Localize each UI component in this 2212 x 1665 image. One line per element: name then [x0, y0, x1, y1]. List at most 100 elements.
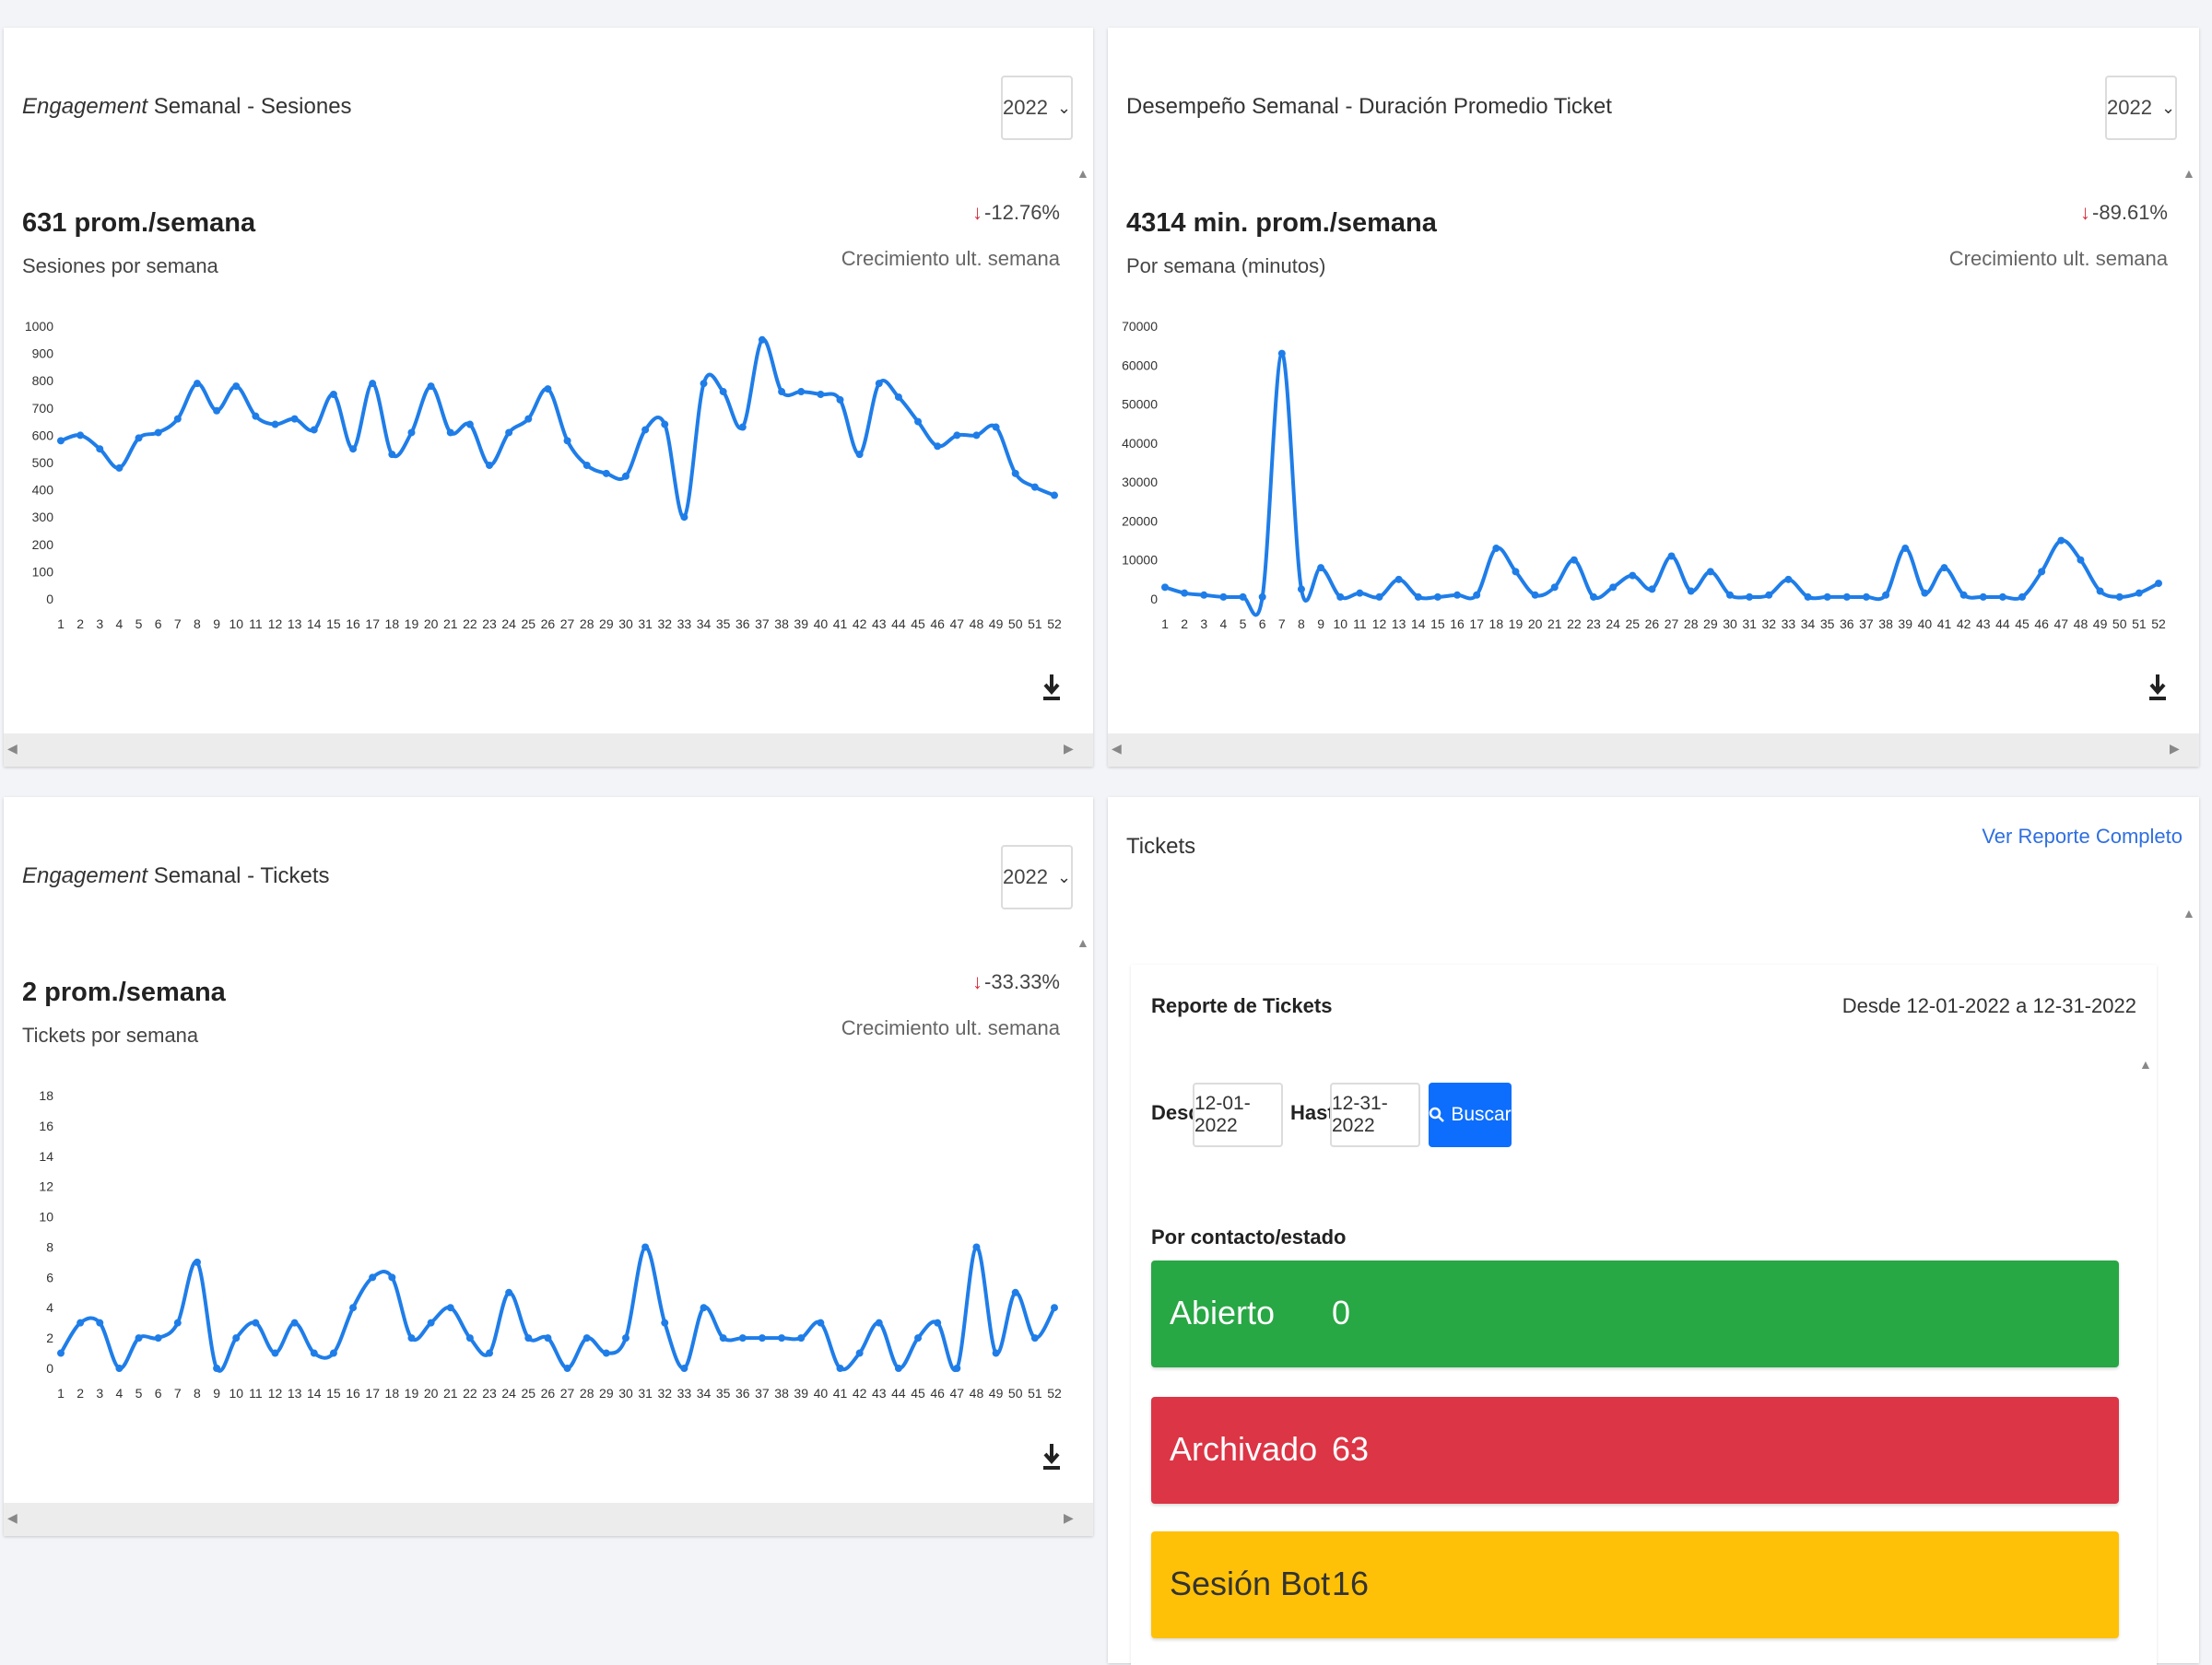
search-button[interactable]: Buscar [1429, 1083, 1512, 1147]
data-point [602, 469, 610, 477]
y-tick-label: 4 [46, 1300, 53, 1315]
y-tick-label: 10000 [1122, 553, 1158, 568]
vertical-scrollbar[interactable]: ▲ [2139, 1057, 2152, 1647]
x-tick-label: 9 [1317, 616, 1324, 631]
x-tick-label: 25 [522, 616, 536, 631]
data-point [1882, 591, 1890, 599]
vertical-scrollbar[interactable]: ▲ [2183, 906, 2195, 1643]
duration-growth-value: -89.61% [2092, 201, 2168, 224]
x-tick-label: 51 [1028, 616, 1042, 631]
chevron-down-icon: ⌄ [1056, 867, 1072, 886]
x-tick-label: 39 [794, 1386, 808, 1401]
status-value: 0 [1332, 1294, 1351, 1331]
data-point [680, 513, 688, 522]
tickets-card-title: Engagement Semanal - Tickets [22, 863, 330, 889]
x-tick-label: 9 [213, 616, 220, 631]
y-tick-label: 900 [32, 346, 54, 361]
sessions-title-rest: Semanal - Sesiones [147, 94, 352, 119]
data-point [115, 463, 124, 472]
vertical-scrollbar[interactable]: ▲ ▼ [1077, 166, 1089, 752]
x-tick-label: 38 [774, 1386, 789, 1401]
sessions-sub-label: Sesiones por semana [22, 254, 218, 277]
scroll-left-icon[interactable]: ◀ [7, 1510, 18, 1525]
x-tick-label: 19 [405, 616, 419, 631]
desde-date-input[interactable]: 12-01-2022 [1193, 1083, 1283, 1147]
sessions-year-select[interactable]: 2022 ⌄ [1001, 76, 1073, 140]
scroll-left-icon[interactable]: ◀ [7, 741, 18, 756]
x-tick-label: 20 [424, 1386, 439, 1401]
scroll-up-icon[interactable]: ▲ [1077, 935, 1089, 950]
horizontal-scrollbar[interactable]: ◀ ▶ [4, 733, 1093, 767]
data-point [329, 1349, 337, 1357]
x-tick-label: 12 [268, 1386, 283, 1401]
scroll-up-icon[interactable]: ▲ [1077, 166, 1089, 181]
horizontal-scrollbar[interactable]: ◀ ▶ [4, 1503, 1093, 1536]
x-tick-label: 37 [755, 616, 770, 631]
x-tick-label: 25 [522, 1386, 536, 1401]
y-tick-label: 400 [32, 483, 54, 498]
y-tick-label: 800 [32, 373, 54, 388]
hasta-date-input[interactable]: 12-31-2022 [1330, 1083, 1420, 1147]
horizontal-scrollbar[interactable]: ◀ ▶ [1108, 733, 2199, 767]
tickets-title-rest: Semanal - Tickets [147, 863, 330, 888]
search-button-label: Buscar [1451, 1104, 1512, 1125]
data-point [154, 428, 162, 437]
x-tick-label: 2 [76, 616, 84, 631]
scroll-right-icon[interactable]: ▶ [1064, 741, 1074, 756]
report-date-range: Desde 12-01-2022 a 12-31-2022 [1841, 994, 2136, 1017]
vertical-scrollbar[interactable]: ▲ ▼ [2183, 166, 2195, 752]
tickets-growth-label: Crecimiento ult. semana [841, 1016, 1060, 1039]
data-point [972, 431, 981, 440]
data-point [1030, 483, 1039, 491]
report-card-title: Tickets [1126, 834, 1196, 859]
scroll-left-icon[interactable]: ◀ [1112, 741, 1122, 756]
x-tick-label: 34 [697, 616, 712, 631]
scroll-up-icon[interactable]: ▲ [2139, 1057, 2152, 1072]
data-point [76, 431, 85, 440]
data-point [1181, 589, 1189, 597]
full-report-link[interactable]: Ver Reporte Completo [1982, 825, 2183, 848]
data-point [855, 451, 864, 459]
y-tick-label: 20000 [1122, 513, 1158, 528]
data-point [57, 437, 65, 445]
chevron-down-icon: ⌄ [2160, 98, 2176, 117]
x-tick-label: 50 [1008, 1386, 1023, 1401]
download-icon[interactable] [2147, 673, 2168, 702]
x-tick-label: 43 [1976, 616, 1991, 631]
y-tick-label: 600 [32, 428, 54, 442]
x-tick-label: 18 [385, 616, 400, 631]
download-icon[interactable] [1041, 1442, 1062, 1472]
scroll-up-icon[interactable]: ▲ [2183, 906, 2195, 920]
data-point [232, 382, 241, 391]
x-tick-label: 23 [1586, 616, 1601, 631]
data-point [914, 417, 923, 426]
tickets-year-select[interactable]: 2022 ⌄ [1001, 845, 1073, 909]
y-tick-label: 60000 [1122, 358, 1158, 372]
x-tick-label: 27 [560, 616, 575, 631]
scroll-up-icon[interactable]: ▲ [2183, 166, 2195, 181]
data-point [758, 335, 766, 344]
x-tick-label: 10 [229, 616, 243, 631]
status-sesion-bot: Sesión Bot 16 [1151, 1531, 2119, 1638]
x-tick-label: 30 [618, 1386, 633, 1401]
y-tick-label: 2 [46, 1331, 53, 1345]
arrow-down-icon: ↓ [972, 201, 983, 224]
download-icon[interactable] [1041, 673, 1062, 702]
x-tick-label: 29 [599, 1386, 614, 1401]
data-point [1394, 575, 1403, 583]
data-point [1959, 591, 1968, 599]
scroll-right-icon[interactable]: ▶ [1064, 1510, 1074, 1525]
arrow-down-icon: ↓ [972, 970, 983, 993]
data-point [135, 1334, 143, 1343]
status-label: Abierto [1170, 1294, 1276, 1331]
data-point [388, 1273, 396, 1282]
data-point [271, 1349, 279, 1357]
x-tick-label: 3 [96, 616, 103, 631]
data-point [738, 1334, 747, 1343]
y-tick-label: 14 [39, 1149, 53, 1164]
data-point [680, 1365, 688, 1372]
data-point [1011, 469, 1019, 477]
scroll-right-icon[interactable]: ▶ [2170, 741, 2180, 756]
duration-year-select[interactable]: 2022 ⌄ [2105, 76, 2177, 140]
vertical-scrollbar[interactable]: ▲ ▼ [1077, 935, 1089, 1521]
